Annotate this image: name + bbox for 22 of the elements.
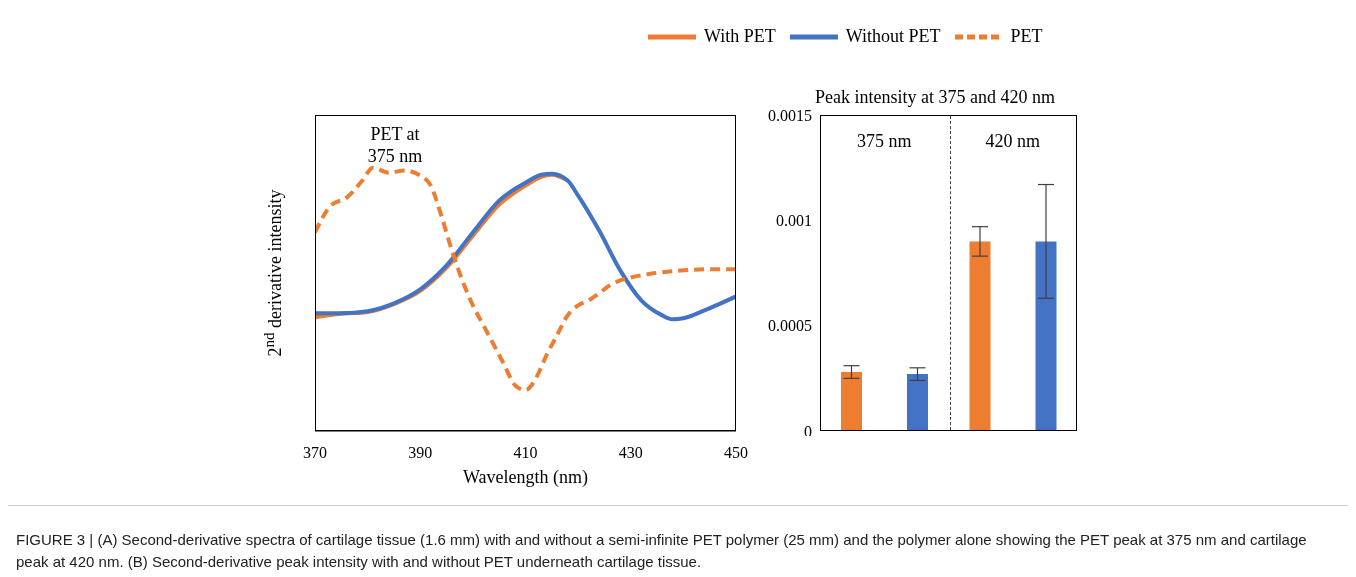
text: PET at 375 nm (366, 123, 424, 167)
bar (969, 241, 991, 431)
x-tick-label: 430 (618, 444, 643, 462)
bar (1035, 241, 1057, 431)
caption: FIGURE 3 | (A) Second-derivative spectra of cartilage tissue (1.6 mm) with and without a semi-infinite PET polymer (25 mm) and the polymer alone showing the PET peak at 375 nm and cartilage peak at 420 nm. (B) Second-derivative peak intensity with and without PET underneath cartilage tissue. (16, 530, 1308, 572)
legend-label: Without PET (845, 26, 941, 47)
y-tick-label: 0 (804, 422, 812, 440)
x-tick-label: 375 nm (856, 131, 912, 152)
x-tick-label: 410 (513, 444, 538, 462)
y-tick-label: 0.0015 (768, 106, 812, 124)
x-tick-label: 370 (303, 444, 327, 462)
y-tick-label: 0.001 (776, 212, 812, 230)
bar (907, 374, 928, 431)
x-tick-label: 420 nm (985, 131, 1041, 152)
chart-title: Peak intensity at 375 and 420 nm (814, 87, 1056, 108)
x-axis-title: Wavelength (nm) (462, 467, 589, 488)
x-tick-label: 390 (408, 444, 433, 462)
y-tick-label: 0.0005 (768, 317, 812, 335)
legend-label: PET (1010, 26, 1043, 47)
legend-label: With PET (704, 26, 776, 47)
bar (841, 372, 862, 431)
x-tick-label: 450 (724, 444, 748, 462)
